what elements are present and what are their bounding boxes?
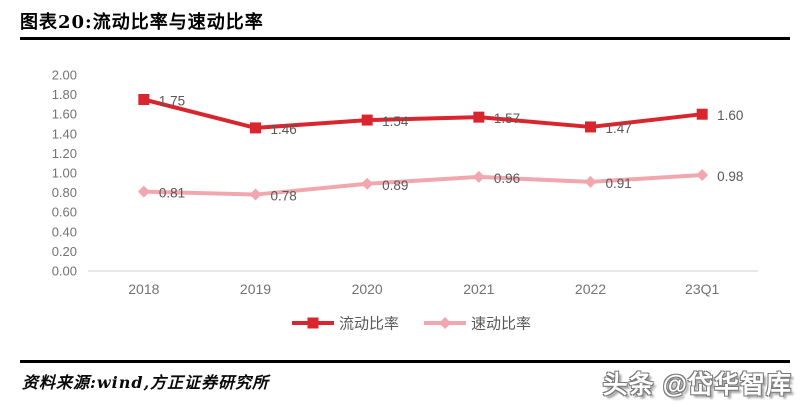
series-1-marker xyxy=(472,170,485,183)
data-label: 0.81 xyxy=(159,186,185,201)
data-label: 0.89 xyxy=(382,178,408,193)
series-1-marker xyxy=(137,185,150,198)
series-1-marker xyxy=(249,188,262,201)
source-text: 资料来源:wind,方正证券研究所 xyxy=(22,373,270,392)
data-label: 1.46 xyxy=(271,122,297,137)
series-0-marker xyxy=(473,111,485,123)
y-axis-tick-label: 0.80 xyxy=(52,185,77,200)
x-axis-tick-label: 2019 xyxy=(240,281,271,297)
legend-swatch-marker xyxy=(307,317,319,329)
y-axis-tick-label: 1.60 xyxy=(52,107,77,122)
data-label: 0.91 xyxy=(606,176,632,191)
data-label: 0.96 xyxy=(494,171,520,186)
y-axis-tick-label: 0.20 xyxy=(52,244,77,259)
x-axis-tick-label: 2022 xyxy=(575,281,606,297)
data-labels: 1.75 1.46 1.54 1.57 1.47 1.60 0.81 0.78 0.89 0.96… xyxy=(159,94,744,204)
y-axis-tick-labels: 0.00 0.20 0.40 0.60 0.80 1.00 1.20 1.40 1.60 1.80… xyxy=(52,68,77,279)
line-chart: 0.00 0.20 0.40 0.60 0.80 1.00 1.20 1.40 1.60 1.80… xyxy=(52,68,758,333)
y-axis-tick-label: 0.40 xyxy=(52,224,77,239)
x-axis-tick-label: 2018 xyxy=(128,281,159,297)
footer-divider xyxy=(20,360,790,363)
data-label: 0.98 xyxy=(717,169,743,184)
chart-area: 0.00 0.20 0.40 0.60 0.80 1.00 1.20 1.40 1.60 1.80… xyxy=(0,52,804,344)
series-line-0 xyxy=(141,97,705,130)
series-0-marker xyxy=(250,122,261,134)
x-axis-tick-label: 2021 xyxy=(463,281,494,297)
data-label: 1.75 xyxy=(159,94,185,109)
legend-label: 流动比率 xyxy=(339,316,399,333)
x-axis-tick-labels: 2018 2019 2020 2021 2022 23Q1 xyxy=(128,281,719,297)
legend-swatch-marker xyxy=(439,317,451,329)
x-axis-tick-label: 2020 xyxy=(352,281,383,297)
data-label: 1.60 xyxy=(717,108,743,123)
data-label: 1.54 xyxy=(382,114,409,129)
x-axis-tick-label: 23Q1 xyxy=(685,281,719,297)
y-axis-tick-label: 1.20 xyxy=(52,146,77,161)
data-label: 0.78 xyxy=(271,189,297,204)
data-label: 1.57 xyxy=(494,111,520,126)
y-axis-tick-label: 0.00 xyxy=(52,264,77,279)
y-axis-tick-label: 0.60 xyxy=(52,205,77,220)
series-1-marker xyxy=(584,175,597,188)
data-label: 1.47 xyxy=(606,121,632,136)
watermark-text: 头条 @岱华智库 xyxy=(602,371,792,399)
legend-label: 速动比率 xyxy=(471,316,531,333)
y-axis-tick-label: 1.80 xyxy=(52,87,77,102)
y-axis-tick-label: 2.00 xyxy=(52,68,77,83)
series-0-marker xyxy=(138,94,150,105)
series-0-marker xyxy=(696,108,708,120)
series-line-1 xyxy=(141,172,705,197)
series-0-marker xyxy=(361,114,373,126)
title-divider xyxy=(20,37,790,40)
legend: 流动比率 速动比率 xyxy=(292,316,531,333)
series-1-marker xyxy=(696,168,709,181)
series-0-marker xyxy=(585,121,596,133)
y-axis-tick-label: 1.00 xyxy=(52,166,77,181)
y-axis-tick-label: 1.40 xyxy=(52,126,77,141)
page-title: 图表20:流动比率与速动比率 xyxy=(20,12,264,33)
chart-series xyxy=(137,94,709,201)
series-1-marker xyxy=(361,177,374,190)
